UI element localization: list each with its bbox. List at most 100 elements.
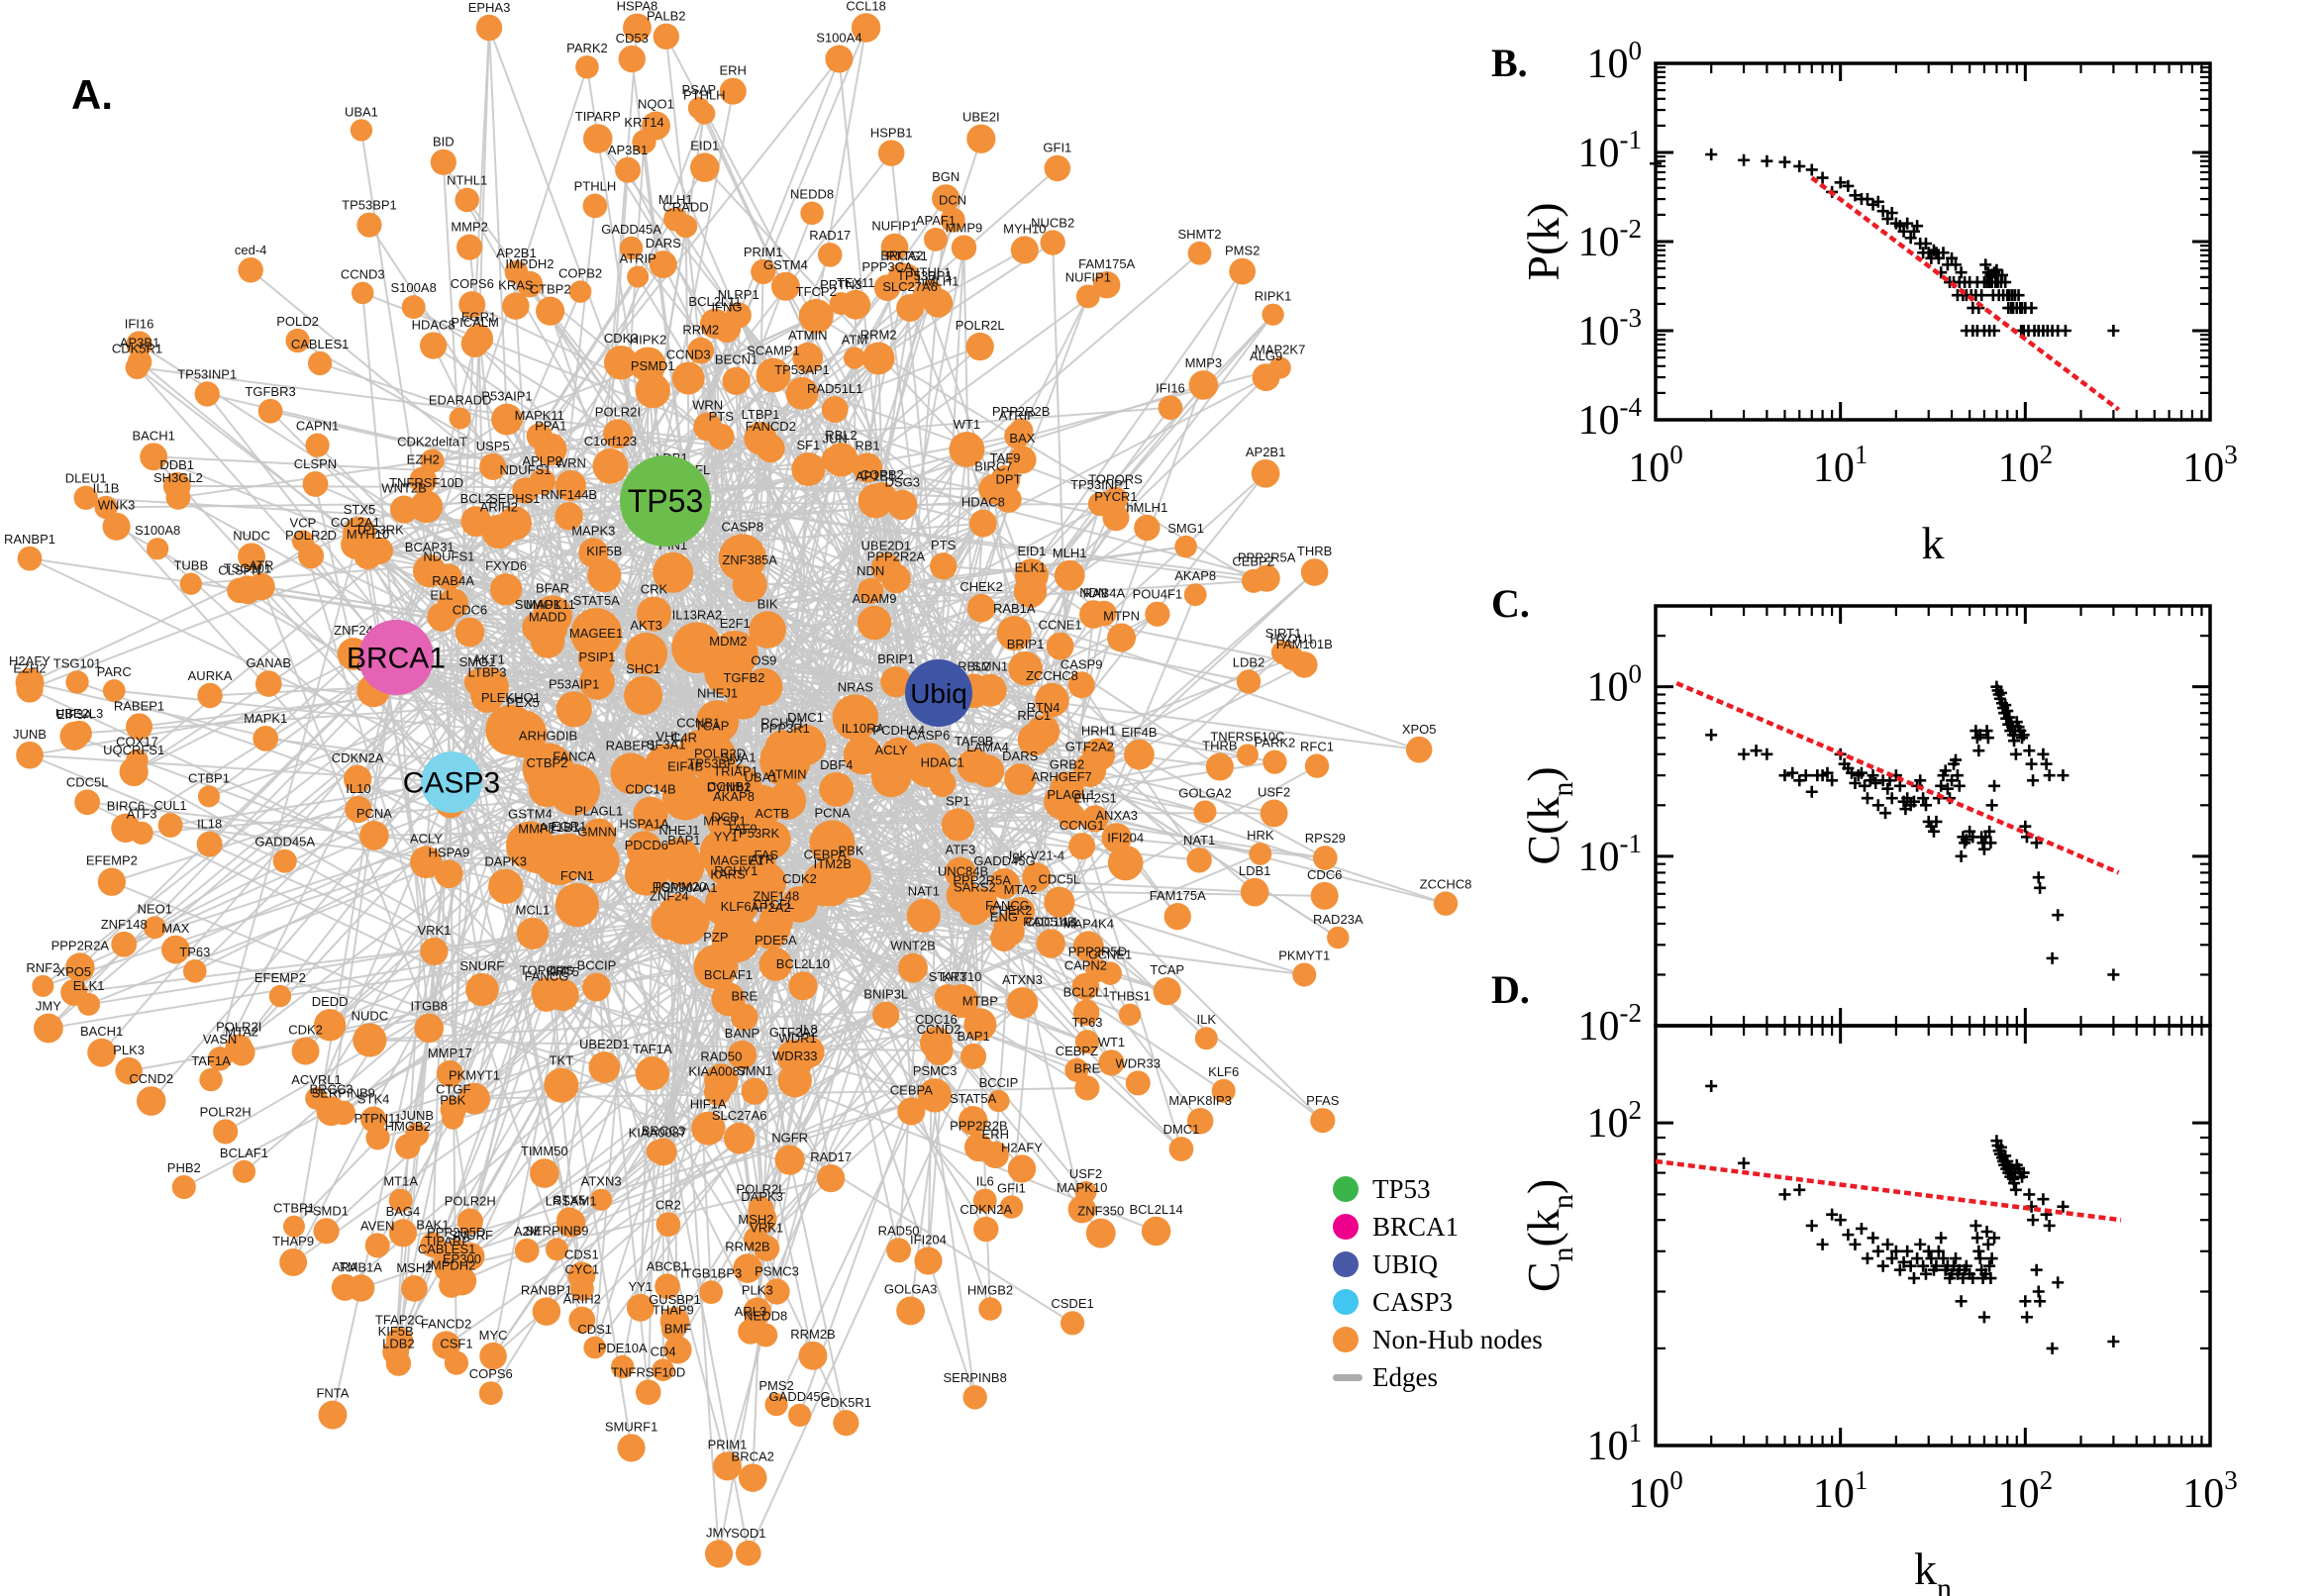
node-label: PSIP1 (579, 649, 616, 664)
node-label: DPT (996, 471, 1022, 486)
network-node (625, 632, 668, 675)
node-label: RAD50 (878, 1223, 920, 1238)
node-label: PBK (838, 843, 863, 857)
node-label: UBE2D1 (579, 1037, 630, 1051)
node-label: ZNF148 (753, 889, 799, 904)
data-point (2046, 1342, 2059, 1354)
network-node (351, 281, 374, 305)
node-label: POLD2 (276, 314, 319, 329)
edge (369, 1002, 1023, 1042)
node-label: THAP9 (653, 1302, 694, 1317)
data-point (2019, 1295, 2032, 1308)
node-label: RABEP1 (606, 738, 656, 752)
hub-label-tp53: TP53 (628, 483, 703, 519)
network-node (1312, 846, 1338, 870)
node-label: EP300 (443, 1251, 481, 1266)
node-label: RNF144B (541, 487, 597, 502)
network-node (719, 77, 747, 105)
node-label: BCL2 (460, 491, 493, 506)
data-point (1980, 1226, 1993, 1239)
network-node (825, 45, 854, 73)
node-label: BIRC7 (974, 459, 1012, 474)
node-label: SMG1 (1167, 521, 1204, 536)
node-label: ATR (750, 852, 774, 867)
data-point (1793, 159, 1806, 172)
data-point (1917, 1259, 1930, 1272)
network-node (949, 431, 985, 467)
network-node (60, 978, 88, 1006)
data-point (1904, 232, 1917, 245)
node-label: ATMIN (788, 328, 827, 343)
node-label: PKMYT1 (449, 1068, 500, 1083)
node-label: E2F1 (720, 616, 751, 631)
network-node (603, 346, 639, 380)
network-node (444, 1350, 469, 1375)
node-label: CD4 (651, 1344, 676, 1358)
node-label: SOD1 (731, 1526, 765, 1541)
panel-label-b: B. (1491, 41, 1528, 85)
node-label: LDB2 (382, 1336, 415, 1350)
data-point (1885, 207, 1898, 219)
network-node (735, 1540, 761, 1566)
node-label: BANP (725, 1026, 759, 1041)
network-node (906, 898, 941, 933)
node-label: TP53BP1 (342, 198, 397, 213)
edge (630, 438, 761, 774)
node-label: KRAS (498, 277, 534, 292)
data-point (1879, 807, 1892, 820)
edge (1080, 684, 1200, 861)
node-label: RFC1 (1017, 708, 1051, 723)
network-nodes (15, 13, 1459, 1568)
node-label: RBL2 (825, 428, 858, 443)
node-label: MAP4K4 (1063, 916, 1114, 931)
tick-label: 100 (1628, 440, 1683, 491)
network-node (365, 537, 393, 564)
network-node (365, 1126, 390, 1150)
node-label: CDS1 (577, 1322, 612, 1337)
node-label: MTPN (1103, 609, 1140, 624)
network-node (817, 243, 843, 267)
network-node (809, 820, 856, 866)
data-point (1914, 774, 1927, 787)
network-node (488, 868, 524, 904)
panel-label-d: D. (1491, 967, 1530, 1012)
network-node (1270, 641, 1296, 665)
data-point (1939, 764, 1952, 777)
node-label: THAP9 (272, 1234, 314, 1248)
network-node (1075, 284, 1100, 309)
network-node (636, 596, 672, 632)
data-point (1935, 1232, 1948, 1245)
node-label: DDB1 (159, 457, 194, 472)
node-label: CEBPZ (1232, 554, 1274, 569)
node-label: RFC1 (1300, 739, 1334, 753)
node-label: MAPK1 (244, 711, 287, 726)
network-node (857, 605, 892, 641)
node-label: FCN1 (560, 868, 594, 883)
data-point (1973, 1252, 1986, 1265)
node-label: GTF2A2 (769, 1025, 818, 1040)
node-label: GFI1 (1043, 141, 1071, 155)
node-label: TUBB (173, 558, 208, 573)
network-node (635, 1379, 661, 1405)
node-label: RRM2B (790, 1327, 836, 1342)
node-label: FAM175A (1150, 888, 1206, 903)
node-label: POLR2D (285, 528, 337, 543)
data-point (1919, 238, 1932, 250)
edge (1031, 574, 1123, 639)
plot-panel-C: 100 10-1 10-2 C(kn) (1518, 604, 2212, 1049)
edge (492, 1137, 741, 1357)
data-point (1889, 1245, 1902, 1257)
legend-label: Non-Hub nodes (1372, 1324, 1543, 1354)
node-label: YY1 (714, 830, 739, 845)
node-label: LDB2 (1233, 654, 1265, 669)
network-node (749, 611, 786, 648)
node-label: DLEU1 (65, 471, 107, 486)
node-label: HDAC8 (961, 495, 1005, 510)
data-point (1967, 1272, 1979, 1285)
node-label: WRN (692, 398, 723, 413)
network-node (695, 700, 740, 744)
network-node (661, 773, 709, 821)
node-label: CCNB1 (707, 779, 751, 794)
network-node (126, 331, 152, 357)
network-node (478, 1381, 503, 1406)
